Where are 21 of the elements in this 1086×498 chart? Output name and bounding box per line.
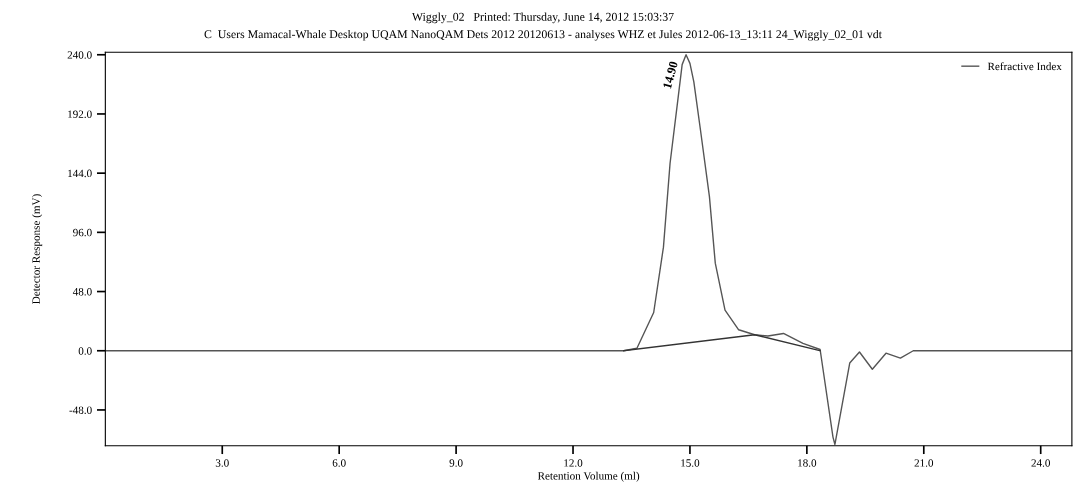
y-tick-label: 0.0 <box>78 347 92 355</box>
x-tick-label: 21.0 <box>914 459 934 467</box>
x-tick-label: 18.0 <box>798 459 817 467</box>
x-tick-label: 15.0 <box>681 459 700 467</box>
x-tick-label: 6.0 <box>332 459 346 467</box>
x-tick-label: 12.0 <box>564 459 583 467</box>
chart-subtitle: C Users Mamacal-Whale Desktop UQAM NanoQAM Dets 2012 20120613 - analyses WHZ et Jules 2012-06-13_13:11 24_Wiggly_02_01 vdt <box>204 29 882 41</box>
x-axis-title: Retention Volume (ml) <box>537 471 640 482</box>
y-axis-title: Detector Response (mV) <box>32 194 43 304</box>
y-tick-label: 48.0 <box>72 288 92 296</box>
y-tick-label: 144.0 <box>68 169 92 178</box>
x-tick-label: 24.0 <box>1031 459 1050 467</box>
chart-title: Wiggly_02 Printed: Thursday, June 14, 2012 15:03:37 <box>411 12 674 24</box>
x-tick-label: 9.0 <box>449 459 463 467</box>
y-tick-label: 96.0 <box>73 228 92 237</box>
x-tick-label: 3.0 <box>215 459 229 467</box>
annotation: 14.90 <box>662 60 678 89</box>
legend-label: Refractive Index <box>987 62 1062 71</box>
y-tick-label: -48.0 <box>69 406 92 414</box>
y-tick-label: 240.0 <box>67 51 92 59</box>
y-tick-label: 192.0 <box>68 110 92 118</box>
